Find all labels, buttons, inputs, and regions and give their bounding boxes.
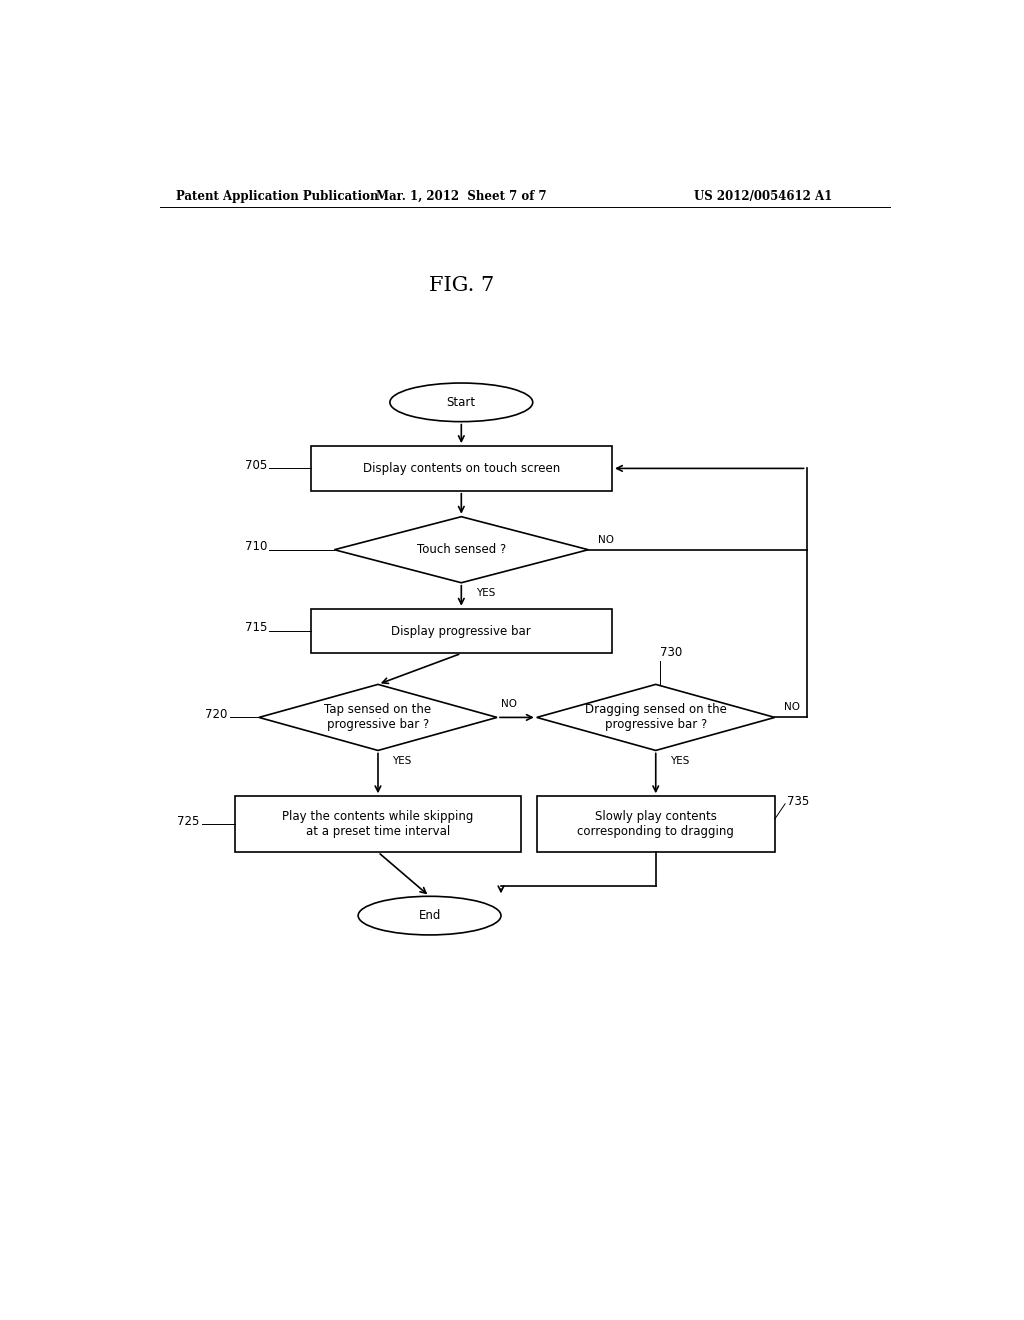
Bar — [537, 796, 775, 853]
Text: 725: 725 — [177, 814, 200, 828]
Polygon shape — [334, 516, 588, 582]
Text: 730: 730 — [659, 645, 682, 659]
Bar — [310, 446, 612, 491]
Text: Slowly play contents
corresponding to dragging: Slowly play contents corresponding to dr… — [578, 810, 734, 838]
Text: 705: 705 — [245, 459, 267, 471]
Text: NO: NO — [784, 702, 801, 713]
Polygon shape — [259, 684, 497, 751]
Text: FIG. 7: FIG. 7 — [429, 276, 494, 294]
Text: YES: YES — [475, 587, 495, 598]
Text: US 2012/0054612 A1: US 2012/0054612 A1 — [693, 190, 833, 202]
Text: Dragging sensed on the
progressive bar ?: Dragging sensed on the progressive bar ? — [585, 704, 727, 731]
Text: Touch sensed ?: Touch sensed ? — [417, 544, 506, 556]
Text: Display contents on touch screen: Display contents on touch screen — [362, 462, 560, 475]
Text: Display progressive bar: Display progressive bar — [391, 624, 531, 638]
Text: 735: 735 — [786, 795, 809, 808]
Text: Tap sensed on the
progressive bar ?: Tap sensed on the progressive bar ? — [325, 704, 431, 731]
Bar — [310, 609, 612, 653]
Text: NO: NO — [598, 535, 613, 545]
Text: Patent Application Publication: Patent Application Publication — [176, 190, 378, 202]
Bar — [236, 796, 521, 853]
Polygon shape — [537, 684, 775, 751]
Text: YES: YES — [670, 755, 689, 766]
Text: 715: 715 — [245, 622, 267, 635]
Text: 720: 720 — [205, 708, 227, 721]
Text: NO: NO — [501, 700, 517, 709]
Text: YES: YES — [392, 755, 412, 766]
Text: End: End — [419, 909, 440, 923]
Text: 710: 710 — [245, 540, 267, 553]
Text: Start: Start — [446, 396, 476, 409]
Text: Mar. 1, 2012  Sheet 7 of 7: Mar. 1, 2012 Sheet 7 of 7 — [376, 190, 547, 202]
Ellipse shape — [390, 383, 532, 421]
Text: Play the contents while skipping
at a preset time interval: Play the contents while skipping at a pr… — [283, 810, 474, 838]
Ellipse shape — [358, 896, 501, 935]
